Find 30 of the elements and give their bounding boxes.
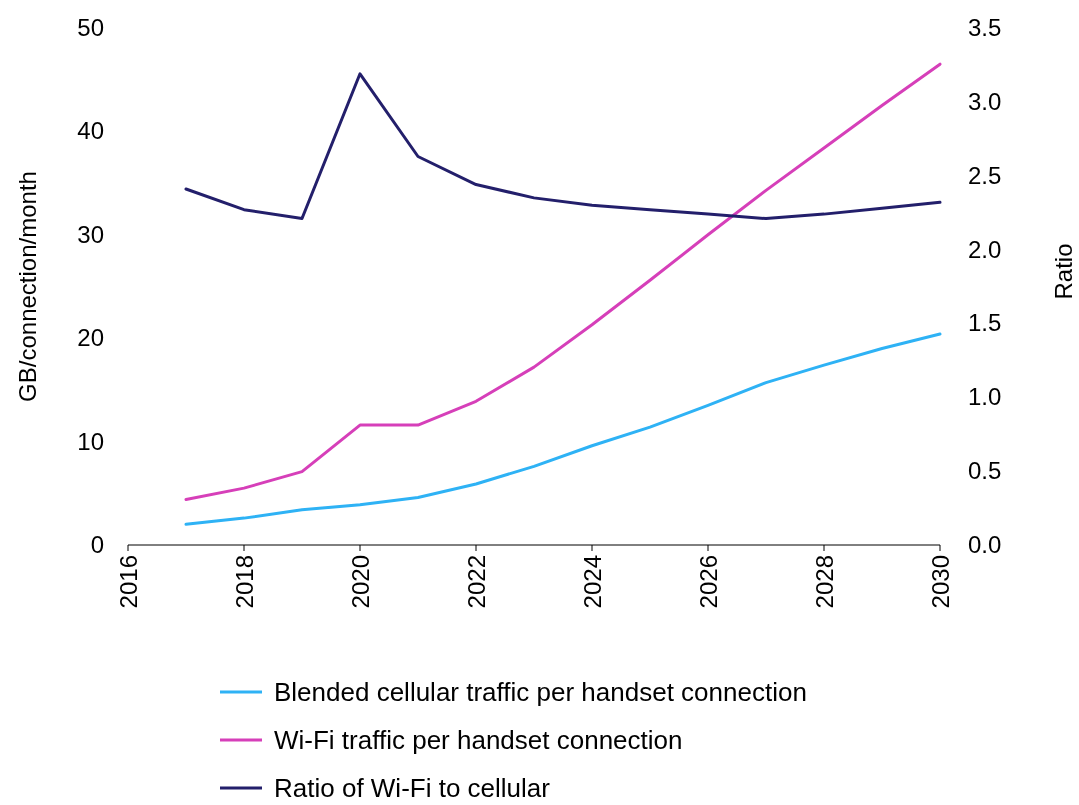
line-series [184, 332, 942, 526]
legend-label: Ratio of Wi-Fi to cellular [274, 773, 551, 803]
legend-label: Blended cellular traffic per handset connection [274, 677, 807, 707]
y2-tick-label: 2.0 [968, 235, 1002, 263]
legend-label: Wi-Fi traffic per handset connection [274, 725, 683, 755]
x-tick-label: 2028 [811, 555, 838, 609]
y-axis-title: GB/connection/month [14, 171, 41, 402]
y-tick-label: 0 [90, 531, 104, 558]
y2-tick-label: 1.5 [968, 309, 1002, 337]
x-tick-label: 2016 [115, 555, 142, 609]
y2-tick-label: 0.0 [968, 531, 1002, 558]
y-tick-label: 20 [77, 324, 104, 352]
x-tick-label: 2022 [463, 555, 490, 609]
line-series [184, 62, 942, 501]
y-tick-label: 40 [77, 117, 104, 145]
y-tick-label: 50 [77, 14, 104, 41]
x-tick-label: 2018 [231, 555, 258, 609]
y2-axis-title: Ratio [1050, 243, 1077, 300]
y2-tick-label: 1.0 [968, 383, 1002, 411]
y2-tick-label: 3.5 [968, 14, 1002, 41]
x-tick-label: 2024 [579, 555, 606, 609]
line-series [184, 72, 942, 221]
y2-tick-label: 3.0 [968, 87, 1002, 115]
x-tick-label: 2026 [695, 555, 722, 609]
x-tick-label: 2030 [927, 555, 954, 609]
y-tick-label: 10 [77, 427, 104, 455]
x-tick-label: 2020 [347, 555, 374, 609]
y2-tick-label: 2.5 [968, 161, 1002, 189]
y-tick-label: 30 [77, 220, 104, 248]
y2-tick-label: 0.5 [968, 457, 1002, 485]
